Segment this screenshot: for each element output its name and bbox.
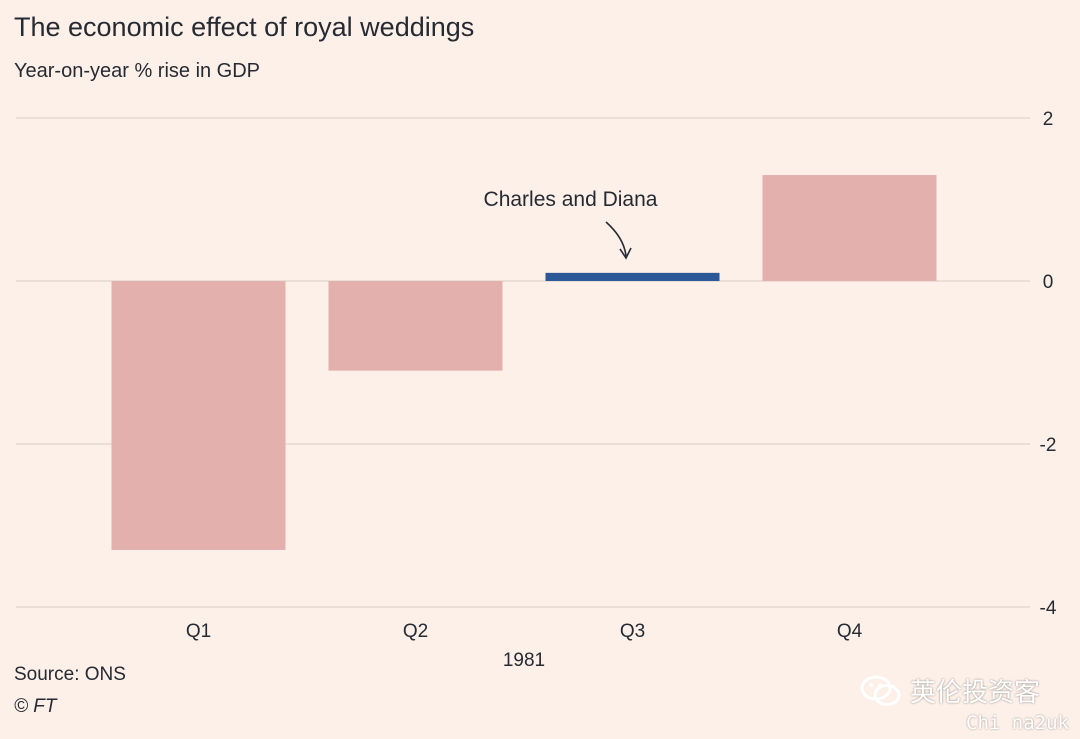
watermark-brand: 英伦投资客 (860, 672, 1040, 709)
y-tick-label: -4 (1040, 598, 1057, 619)
wechat-icon (860, 675, 901, 706)
y-tick-label: 2 (1043, 109, 1054, 130)
x-axis-label: 1981 (503, 650, 545, 671)
chart-subtitle: Year-on-year % rise in GDP (14, 60, 261, 82)
watermark-site: Chi na2uk (966, 712, 1069, 734)
annotation-arrowhead (619, 247, 632, 260)
bar (111, 281, 286, 550)
y-tick-label: -2 (1040, 435, 1057, 456)
copyright-credit: © FT (14, 696, 57, 717)
bar (545, 272, 720, 281)
watermark-brand-text: 英伦投资客 (910, 677, 1041, 707)
bar (328, 281, 503, 371)
x-tick-label: Q3 (620, 621, 645, 642)
chart-title: The economic effect of royal weddings (14, 12, 475, 42)
y-tick-label: 0 (1043, 272, 1054, 293)
x-tick-label: Q1 (186, 621, 211, 642)
bars (111, 175, 937, 550)
annotation-label: Charles and Diana (484, 188, 658, 211)
x-tick-label: Q4 (837, 621, 863, 642)
bar (762, 175, 937, 281)
x-tick-label: Q2 (403, 621, 428, 642)
annotation-arrow (605, 221, 627, 257)
source-note: Source: ONS (14, 664, 126, 685)
labels: 2 0 -2 -4 Q1 Q2 Q3 Q4 1981 Charles and Diana (186, 109, 1057, 671)
